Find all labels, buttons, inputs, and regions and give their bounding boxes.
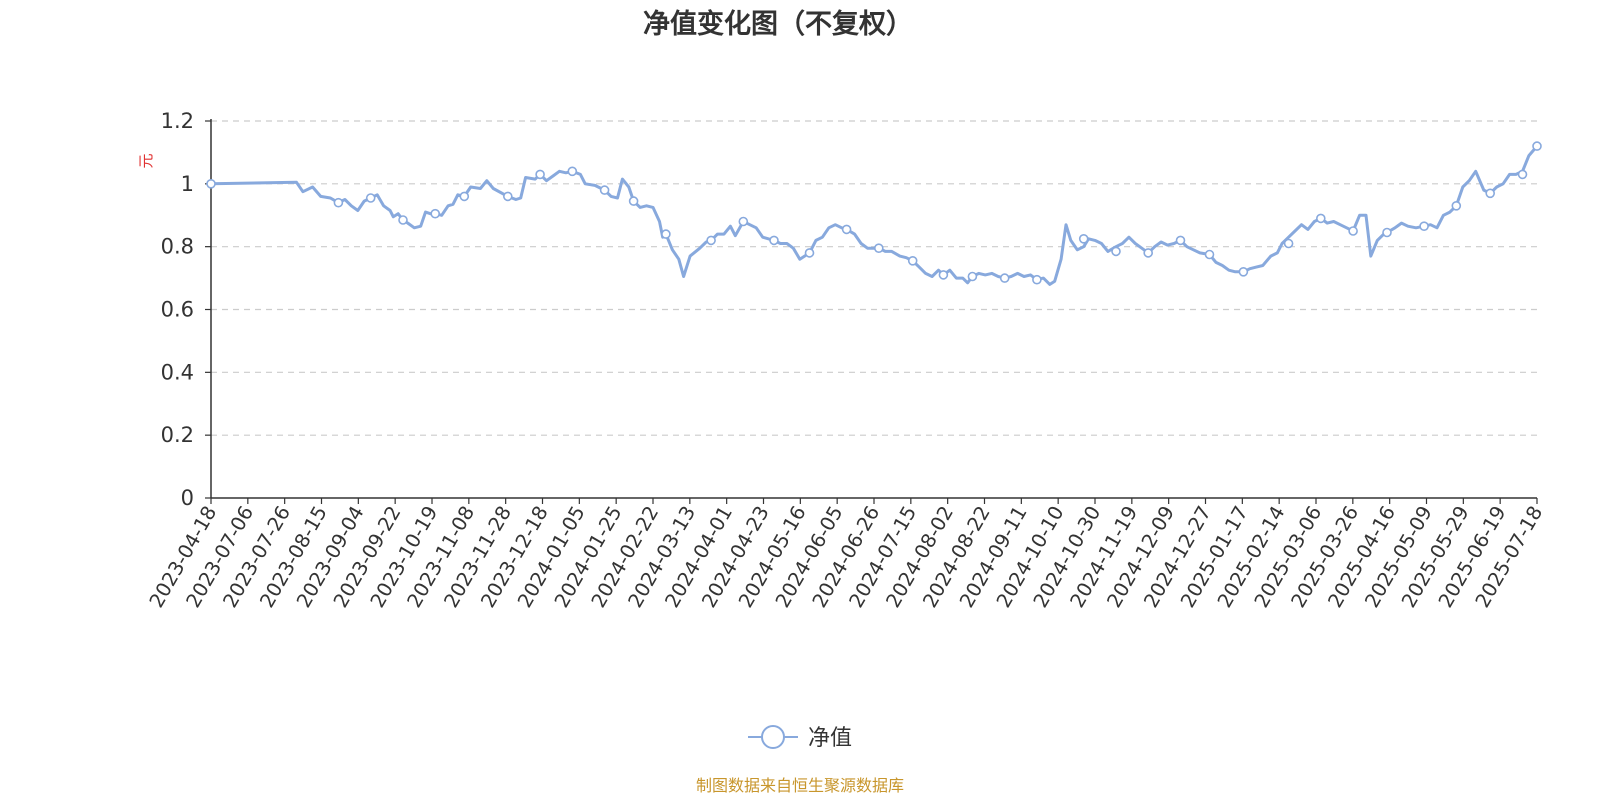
y-tick-label: 0.2 [161, 423, 194, 447]
y-tick-label: 0.4 [161, 360, 194, 384]
axes [210, 119, 1537, 499]
y-tick-label: 1 [181, 172, 194, 196]
data-point-marker [769, 235, 779, 246]
data-point-marker [333, 197, 344, 208]
series-layer [206, 141, 1542, 286]
data-point-marker [907, 255, 918, 266]
data-point-marker [599, 185, 610, 195]
data-point-marker [535, 169, 545, 180]
data-point-marker [1032, 274, 1042, 285]
chart-title: 净值变化图（不复权） [643, 8, 913, 40]
data-point-marker [1175, 235, 1186, 246]
y-axis-unit-label: 元 [137, 153, 155, 168]
data-point-marker [1283, 238, 1294, 249]
data-point-marker [502, 191, 513, 202]
data-point-marker [1078, 234, 1089, 244]
data-point-marker [567, 166, 578, 177]
legend-marker-icon [761, 725, 785, 749]
x-axis-ticks: 2023-04-182023-07-062023-07-262023-08-15… [145, 498, 1547, 612]
data-point-marker [1517, 169, 1528, 180]
data-point-marker [1532, 141, 1542, 151]
data-point-marker [1111, 246, 1121, 257]
data-point-marker [398, 215, 408, 225]
legend[interactable]: 净值 [748, 725, 852, 751]
data-point-marker [1143, 248, 1153, 258]
data-point-marker [1419, 221, 1429, 231]
data-point-marker [804, 248, 815, 258]
data-point-marker [1485, 188, 1495, 199]
source-note: 制图数据来自恒生聚源数据库 [696, 776, 904, 795]
legend-label: 净值 [808, 726, 852, 751]
data-point-marker [738, 216, 749, 227]
y-axis-ticks: 0 0.2 0.4 0.6 0.8 1 1.2 [161, 109, 211, 510]
data-point-marker [1451, 201, 1462, 211]
data-point-marker [365, 193, 376, 203]
data-point-marker [628, 196, 639, 206]
y-tick-label: 1.2 [161, 109, 194, 133]
data-point-marker [873, 243, 884, 253]
data-point-marker [1238, 266, 1249, 277]
data-point-marker [430, 208, 441, 219]
data-point-marker [1348, 226, 1358, 236]
gridlines [211, 120, 1537, 436]
data-point-marker [459, 191, 470, 202]
data-point-marker [999, 273, 1010, 283]
data-point-marker [706, 235, 716, 246]
data-point-marker [1382, 227, 1392, 238]
series-line [209, 144, 1539, 286]
data-point-marker [1204, 249, 1215, 260]
data-point-marker [967, 271, 978, 282]
data-point-marker [661, 229, 671, 239]
y-tick-label: 0.6 [161, 298, 194, 322]
y-tick-label: 0.8 [161, 235, 194, 259]
data-point-marker [206, 179, 216, 189]
data-point-marker [841, 224, 852, 235]
data-point-marker [938, 270, 949, 280]
y-tick-label: 0 [181, 486, 194, 510]
data-point-marker [1316, 213, 1326, 224]
